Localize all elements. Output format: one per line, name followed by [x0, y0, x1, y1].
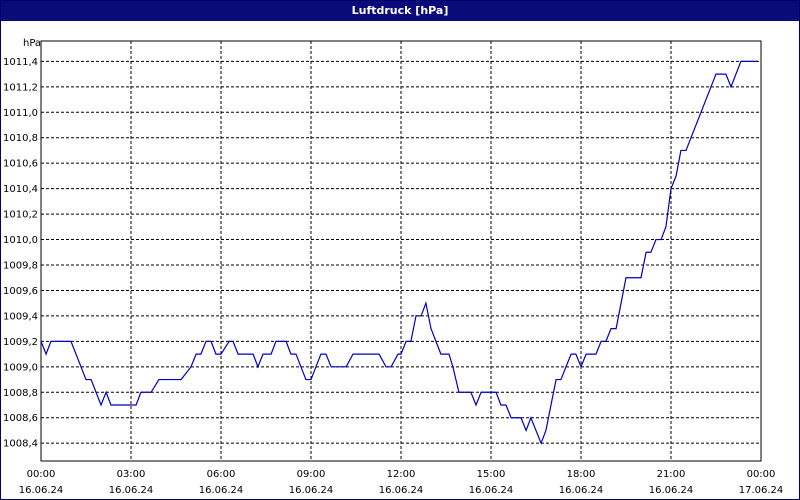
y-tick-label: 1009,6	[3, 286, 38, 297]
plot-frame	[40, 40, 762, 462]
y-tick-label: 1009,4	[3, 311, 38, 322]
x-tick-label: 00:00	[747, 469, 776, 480]
x-tick-label: 06:00	[207, 469, 236, 480]
chart-title: Luftdruck [hPa]	[1, 1, 799, 21]
y-tick-label: 1011,2	[3, 82, 38, 93]
x-tick-date: 16.06.24	[469, 485, 514, 496]
y-tick-label: 1010,4	[3, 184, 38, 195]
x-tick-date: 16.06.24	[289, 485, 334, 496]
x-tick-date: 16.06.24	[199, 485, 244, 496]
y-tick-label: 1009,8	[3, 261, 38, 272]
y-tick-label: 1008,6	[3, 413, 38, 424]
y-tick-label: 1008,8	[3, 388, 38, 399]
x-tick-label: 09:00	[297, 469, 326, 480]
x-tick-date: 17.06.24	[739, 485, 784, 496]
x-tick-date: 16.06.24	[649, 485, 694, 496]
y-tick-label: 1010,0	[3, 235, 38, 246]
data-line	[40, 60, 758, 445]
x-tick-label: 21:00	[657, 469, 686, 480]
x-tick-label: 15:00	[477, 469, 506, 480]
y-tick-label: 1009,2	[3, 337, 38, 348]
y-tick-label: 1011,4	[3, 57, 38, 68]
x-tick-label: 03:00	[117, 469, 146, 480]
y-tick-label: 1010,2	[3, 210, 38, 221]
y-tick-label: 1010,6	[3, 159, 38, 170]
y-tick-label: 1010,8	[3, 133, 38, 144]
x-tick-date: 16.06.24	[379, 485, 424, 496]
x-tick-label: 12:00	[387, 469, 416, 480]
y-tick-label: 1011,0	[3, 108, 38, 119]
chart: hPa 1008,4 1008,6 1008,8 1009,0 1009,2 1009,4…	[3, 38, 784, 496]
y-tick-label: 1009,0	[3, 362, 38, 373]
y-tick-label: 1008,4	[3, 439, 38, 450]
x-tick-date: 16.06.24	[559, 485, 604, 496]
x-tick-label: 18:00	[567, 469, 596, 480]
x-tick-date: 16.06.24	[19, 485, 64, 496]
y-axis-label: hPa	[23, 38, 41, 49]
x-tick-date: 16.06.24	[109, 485, 154, 496]
x-tick-label: 00:00	[27, 469, 56, 480]
